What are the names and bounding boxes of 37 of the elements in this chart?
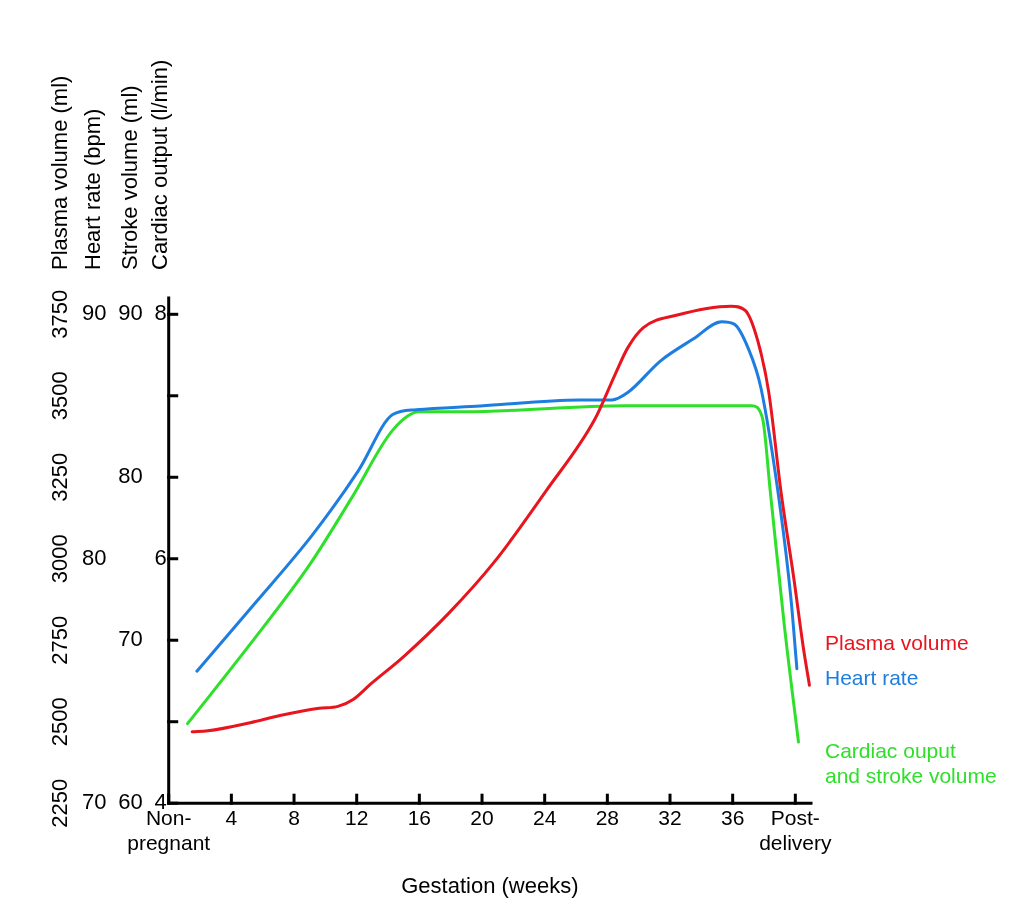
- x-tick-label: 8: [288, 805, 300, 829]
- text: 70: [118, 626, 143, 652]
- x-tick-label: Post-delivery: [759, 805, 833, 854]
- y-tick-label: 3000: [47, 534, 73, 584]
- x-tick-label: 36: [720, 805, 745, 829]
- x-tick-label: 20: [470, 805, 494, 829]
- y2-tick-label: 80: [81, 544, 107, 570]
- series-label: Heart rate: [825, 666, 919, 690]
- y2-tick-label: 70: [81, 789, 107, 815]
- x-tick-label: 24: [533, 805, 557, 829]
- y-tick-label: 2750: [47, 615, 73, 665]
- line-series: [195, 320, 799, 673]
- x-tick-label: 28: [595, 805, 620, 829]
- text: 90: [118, 299, 143, 325]
- line-series: [190, 304, 811, 734]
- y-axis-title: Plasma volume (ml): [47, 75, 73, 270]
- x-tick-label: 4: [225, 805, 238, 829]
- y-tick-label: 2500: [47, 697, 73, 747]
- y3-axis-title: Cardiac output (l/min): [146, 59, 172, 270]
- line-series: [186, 404, 800, 744]
- y3-tick-label: 8: [154, 299, 167, 325]
- x-tick-label: 32: [658, 805, 682, 829]
- y-tick-label: 3250: [47, 452, 73, 502]
- y-tick-label: 3750: [47, 289, 73, 339]
- y-tick-label: 3500: [47, 371, 73, 421]
- series-label: Cardiac ouput and stroke volume: [825, 739, 997, 788]
- text: Stroke volume (ml): [116, 85, 142, 270]
- y2-tick-label: 90: [81, 300, 107, 326]
- y3-tick-label: 6: [154, 544, 167, 570]
- y-tick-label: 2250: [47, 778, 73, 828]
- x-axis-title: Gestation (weeks): [401, 872, 579, 898]
- y2-axis-title: Heart rate (bpm): [80, 108, 106, 270]
- text: 80: [118, 463, 143, 489]
- series-label: Plasma volume: [825, 631, 969, 655]
- text: 60: [118, 789, 143, 815]
- x-tick-label: 16: [407, 805, 432, 829]
- x-tick-label: 12: [345, 805, 369, 829]
